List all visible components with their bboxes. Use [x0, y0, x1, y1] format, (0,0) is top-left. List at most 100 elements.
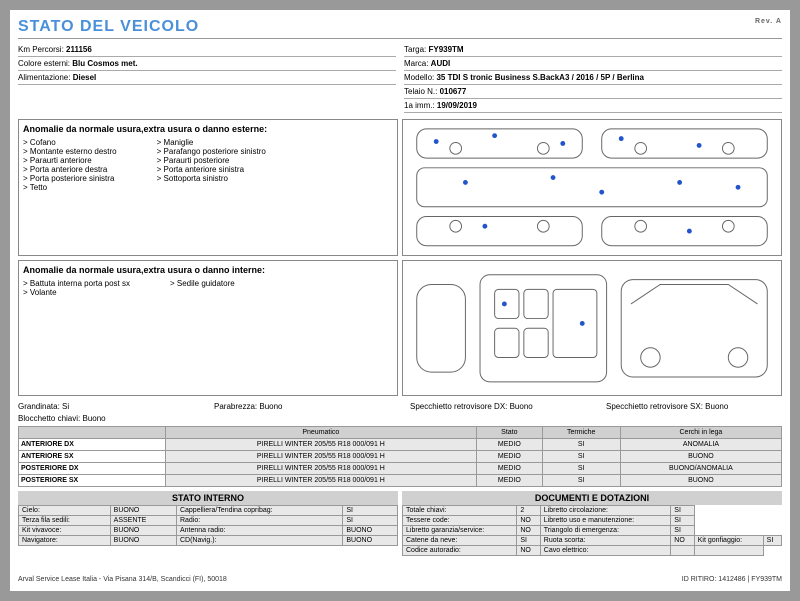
info-row: Targa: FY939TM [404, 43, 782, 57]
mini-cell: SI [671, 516, 694, 526]
anomaly-item: Parafango posteriore sinistro [157, 147, 266, 156]
tire-cell: ANOMALIA [620, 439, 781, 451]
status-specsx: Specchietto retrovisore SX: Buono [606, 402, 782, 411]
tire-cell: BUONO [620, 451, 781, 463]
stato-interno-title: STATO INTERNO [18, 491, 398, 505]
anomaly-item: Porta posteriore sinistra [23, 174, 117, 183]
anomaly-item: Porta anteriore destra [23, 165, 117, 174]
tire-cell: MEDIO [477, 475, 542, 487]
status-specdx: Specchietto retrovisore DX: Buono [410, 402, 586, 411]
mini-cell: BUONO [110, 536, 176, 546]
footer-right: ID RITIRO: 1412486 | FY939TM [682, 576, 782, 583]
tire-cell: BUONO/ANOMALIA [620, 463, 781, 475]
tire-cell: MEDIO [477, 463, 542, 475]
tire-table: PneumaticoStatoTermicheCerchi in lega ANT… [18, 426, 782, 487]
title-text: STATO DEL VEICOLO [18, 18, 199, 35]
mini-cell: CD(Navig.): [176, 536, 342, 546]
mini-cell: Terza fila sedili: [19, 516, 111, 526]
mini-cell: NO [517, 546, 540, 556]
external-anomalies-section: Anomalie da normale usura,extra usura o … [18, 119, 782, 256]
anomaly-item: Sottoporta sinistro [157, 174, 266, 183]
info-row: 1a imm.: 19/09/2019 [404, 99, 782, 113]
tire-cell: SI [542, 463, 620, 475]
mini-cell: Catene da neve: [403, 536, 517, 546]
mini-cell: Libretto uso e manutenzione: [540, 516, 671, 526]
tire-cell: ANTERIORE DX [19, 439, 166, 451]
car-exterior-diagram [402, 119, 782, 256]
anomaly-item: Sedile guidatore [170, 279, 235, 288]
tire-cell: MEDIO [477, 439, 542, 451]
tire-cell: ANTERIORE SX [19, 451, 166, 463]
tire-cell: PIRELLI WINTER 205/55 R18 000/091 H [165, 475, 477, 487]
anomaly-item: Tetto [23, 183, 117, 192]
mini-cell: Navigatore: [19, 536, 111, 546]
ext-anomalies-list-2: ManiglieParafango posteriore sinistroPar… [157, 138, 266, 192]
mini-cell: Radio: [176, 516, 342, 526]
anomaly-item: Cofano [23, 138, 117, 147]
mini-cell: NO [517, 516, 540, 526]
footer: Arval Service Lease Italia - Via Pisana … [18, 576, 782, 583]
mini-cell: SI [343, 506, 398, 516]
int-anomalies-title: Anomalie da normale usura,extra usura o … [23, 265, 393, 275]
ext-anomalies-list-1: CofanoMontante esterno destroParaurti an… [23, 138, 117, 192]
int-anomalies-list-2: Sedile guidatore [170, 279, 235, 297]
tire-cell: SI [542, 475, 620, 487]
info-row: Colore esterni: Blu Cosmos met. [18, 57, 396, 71]
mini-cell: Triangolo di emergenza: [540, 526, 671, 536]
revision: Rev. A [755, 18, 782, 25]
stato-interno-col: STATO INTERNO Cielo:BUONOCappelliera/Ten… [18, 491, 398, 556]
status-row-1: Grandinata: Si Parabrezza: Buono Specchi… [18, 402, 782, 411]
page: STATO DEL VEICOLO Rev. A Km Percorsi: 21… [10, 10, 790, 591]
tire-cell: SI [542, 451, 620, 463]
mini-cell: ASSENTE [110, 516, 176, 526]
anomaly-item: Porta anteriore sinistra [157, 165, 266, 174]
status-blocchetto: Blocchetto chiavi: Buono [18, 414, 194, 423]
mini-cell: NO [517, 526, 540, 536]
tire-header [19, 427, 166, 439]
internal-anomalies-section: Anomalie da normale usura,extra usura o … [18, 260, 782, 397]
mini-cell: SI [671, 506, 694, 516]
mini-cell: BUONO [343, 526, 398, 536]
mini-cell: BUONO [343, 536, 398, 546]
status-row-2: Blocchetto chiavi: Buono [18, 414, 782, 423]
mini-cell: Totale chiavi: [403, 506, 517, 516]
mini-cell: Tessere code: [403, 516, 517, 526]
mini-cell: SI [671, 526, 694, 536]
tire-cell: PIRELLI WINTER 205/55 R18 000/091 H [165, 451, 477, 463]
mini-cell: Codice autoradio: [403, 546, 517, 556]
mini-cell: BUONO [110, 506, 176, 516]
anomaly-item: Volante [23, 288, 130, 297]
page-title: STATO DEL VEICOLO Rev. A [18, 18, 782, 39]
mini-cell: Kit vivavoce: [19, 526, 111, 536]
tire-header: Termiche [542, 427, 620, 439]
anomaly-item: Paraurti anteriore [23, 156, 117, 165]
anomaly-item: Maniglie [157, 138, 266, 147]
ext-anomalies-title: Anomalie da normale usura,extra usura o … [23, 124, 393, 134]
footer-left: Arval Service Lease Italia - Via Pisana … [18, 576, 227, 583]
info-row: Km Percorsi: 211156 [18, 43, 396, 57]
tire-header: Pneumatico [165, 427, 477, 439]
tire-header: Cerchi in lega [620, 427, 781, 439]
tire-cell: POSTERIORE DX [19, 463, 166, 475]
anomaly-item: Montante esterno destro [23, 147, 117, 156]
info-row: Alimentazione: Diesel [18, 71, 396, 85]
mini-cell: Antenna radio: [176, 526, 342, 536]
status-grandinata: Grandinata: Si [18, 402, 194, 411]
tire-cell: MEDIO [477, 451, 542, 463]
int-anomalies-list-1: Battuta interna porta post sxVolante [23, 279, 130, 297]
info-row: Marca: AUDI [404, 57, 782, 71]
mini-cell: 2 [517, 506, 540, 516]
mini-cell: Kit gonfiaggio: [694, 536, 763, 546]
mini-cell [694, 546, 763, 556]
mini-cell: SI [343, 516, 398, 526]
car-interior-diagram [402, 260, 782, 397]
tire-cell: PIRELLI WINTER 205/55 R18 000/091 H [165, 439, 477, 451]
stato-interno-table: Cielo:BUONOCappelliera/Tendina copribag:… [18, 505, 398, 546]
documenti-col: DOCUMENTI E DOTAZIONI Totale chiavi:2Lib… [402, 491, 782, 556]
anomaly-item: Battuta interna porta post sx [23, 279, 130, 288]
mini-cell: Cappelliera/Tendina copribag: [176, 506, 342, 516]
tire-header: Stato [477, 427, 542, 439]
tire-cell: PIRELLI WINTER 205/55 R18 000/091 H [165, 463, 477, 475]
mini-cell: Ruota scorta: [540, 536, 671, 546]
info-row: Telaio N.: 010677 [404, 85, 782, 99]
